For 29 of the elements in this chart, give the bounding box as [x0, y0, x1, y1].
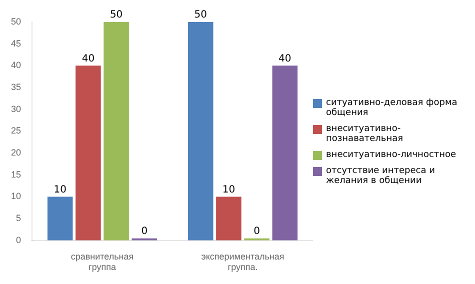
data-label: 0	[254, 226, 260, 237]
y-tick-label: 30	[10, 104, 22, 114]
y-tick-label: 0	[16, 234, 22, 245]
y-tick-label: 5	[16, 213, 22, 224]
data-label: 10	[222, 184, 236, 196]
data-label: 10	[54, 184, 66, 196]
data-label: 50	[110, 10, 123, 21]
y-tick-label: 35	[10, 82, 22, 92]
y-tick-label: 10	[10, 191, 22, 202]
data-label: 0	[141, 226, 148, 237]
bar	[104, 22, 129, 240]
bar	[76, 66, 101, 240]
y-tick-label: 45	[10, 38, 22, 48]
data-label: 40	[82, 53, 95, 64]
legend-label: внеситуативно-познавательная	[326, 124, 404, 144]
legend-label: внеситуативно-личностное	[326, 150, 456, 160]
legend-label: ситуативно-деловая форма общения	[326, 98, 458, 118]
bar	[188, 22, 214, 240]
y-tick-label: 40	[10, 60, 22, 70]
y-tick-label: 20	[10, 148, 22, 158]
data-label: 40	[278, 53, 292, 64]
y-tick-label: 25	[10, 126, 22, 136]
y-tick-label: 15	[10, 169, 22, 180]
bar	[272, 66, 298, 240]
legend-label: отсутствие интереса и желания в общении	[326, 166, 436, 186]
x-tick-label: экспериментальная группа.	[201, 251, 284, 272]
data-label: 50	[194, 10, 207, 21]
y-tick-label: 50	[10, 16, 22, 26]
x-tick-label: сравнительная группа	[70, 251, 134, 272]
